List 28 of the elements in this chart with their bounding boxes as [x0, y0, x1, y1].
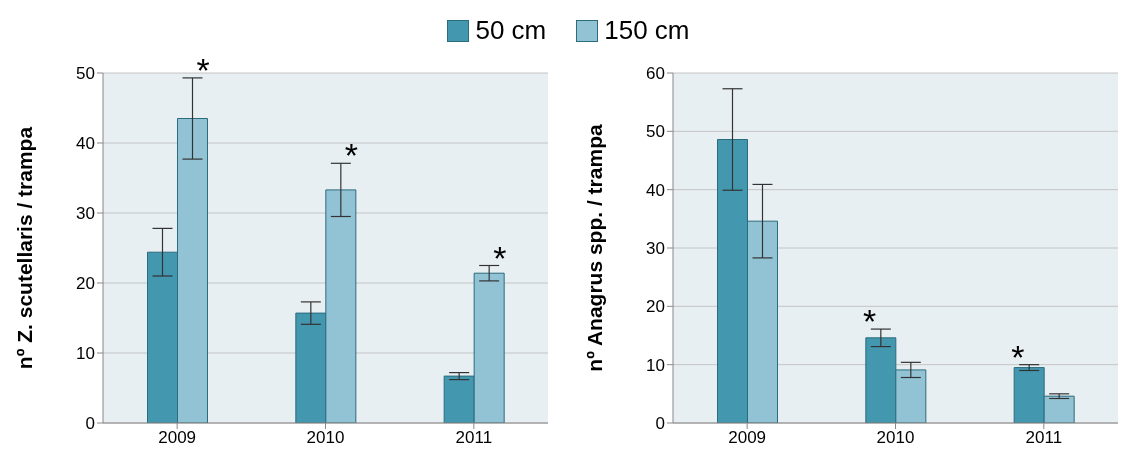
y-tick-label: 10	[646, 355, 665, 375]
y-tick-label: 0	[85, 414, 95, 434]
y-axis-title: nº Anagrus spp. / trampa	[583, 124, 607, 372]
legend-label: 50 cm	[474, 15, 547, 46]
y-tick-label: 20	[76, 274, 95, 294]
x-tick-label: 2009	[158, 428, 197, 448]
y-axis-title: nº Z. scutellaris / trampa	[13, 126, 37, 370]
y-tick-label: 50	[646, 122, 665, 142]
annotation: *	[196, 50, 210, 89]
y-tick-label: 40	[76, 134, 95, 154]
y-tick-label: 60	[646, 64, 665, 84]
x-tick-label: 2010	[876, 428, 915, 448]
y-tick-label: 30	[646, 239, 665, 259]
annotation: *	[1011, 337, 1025, 376]
x-tick-label: 2009	[728, 428, 767, 448]
annotation: *	[344, 136, 359, 175]
x-tick-label: 2011	[455, 428, 493, 448]
y-tick-label: 0	[655, 414, 665, 434]
annotation: *	[493, 238, 507, 277]
y-tick-label: 40	[646, 180, 665, 200]
y-tick-label: 30	[76, 204, 95, 224]
x-tick-label: 2011	[1025, 428, 1063, 448]
legend-label: 150 cm	[603, 15, 690, 46]
y-tick-label: 10	[76, 344, 95, 364]
y-tick-label: 20	[646, 297, 665, 317]
x-tick-label: 2010	[306, 428, 345, 448]
annotation: *	[862, 302, 877, 341]
y-tick-label: 50	[76, 64, 95, 84]
